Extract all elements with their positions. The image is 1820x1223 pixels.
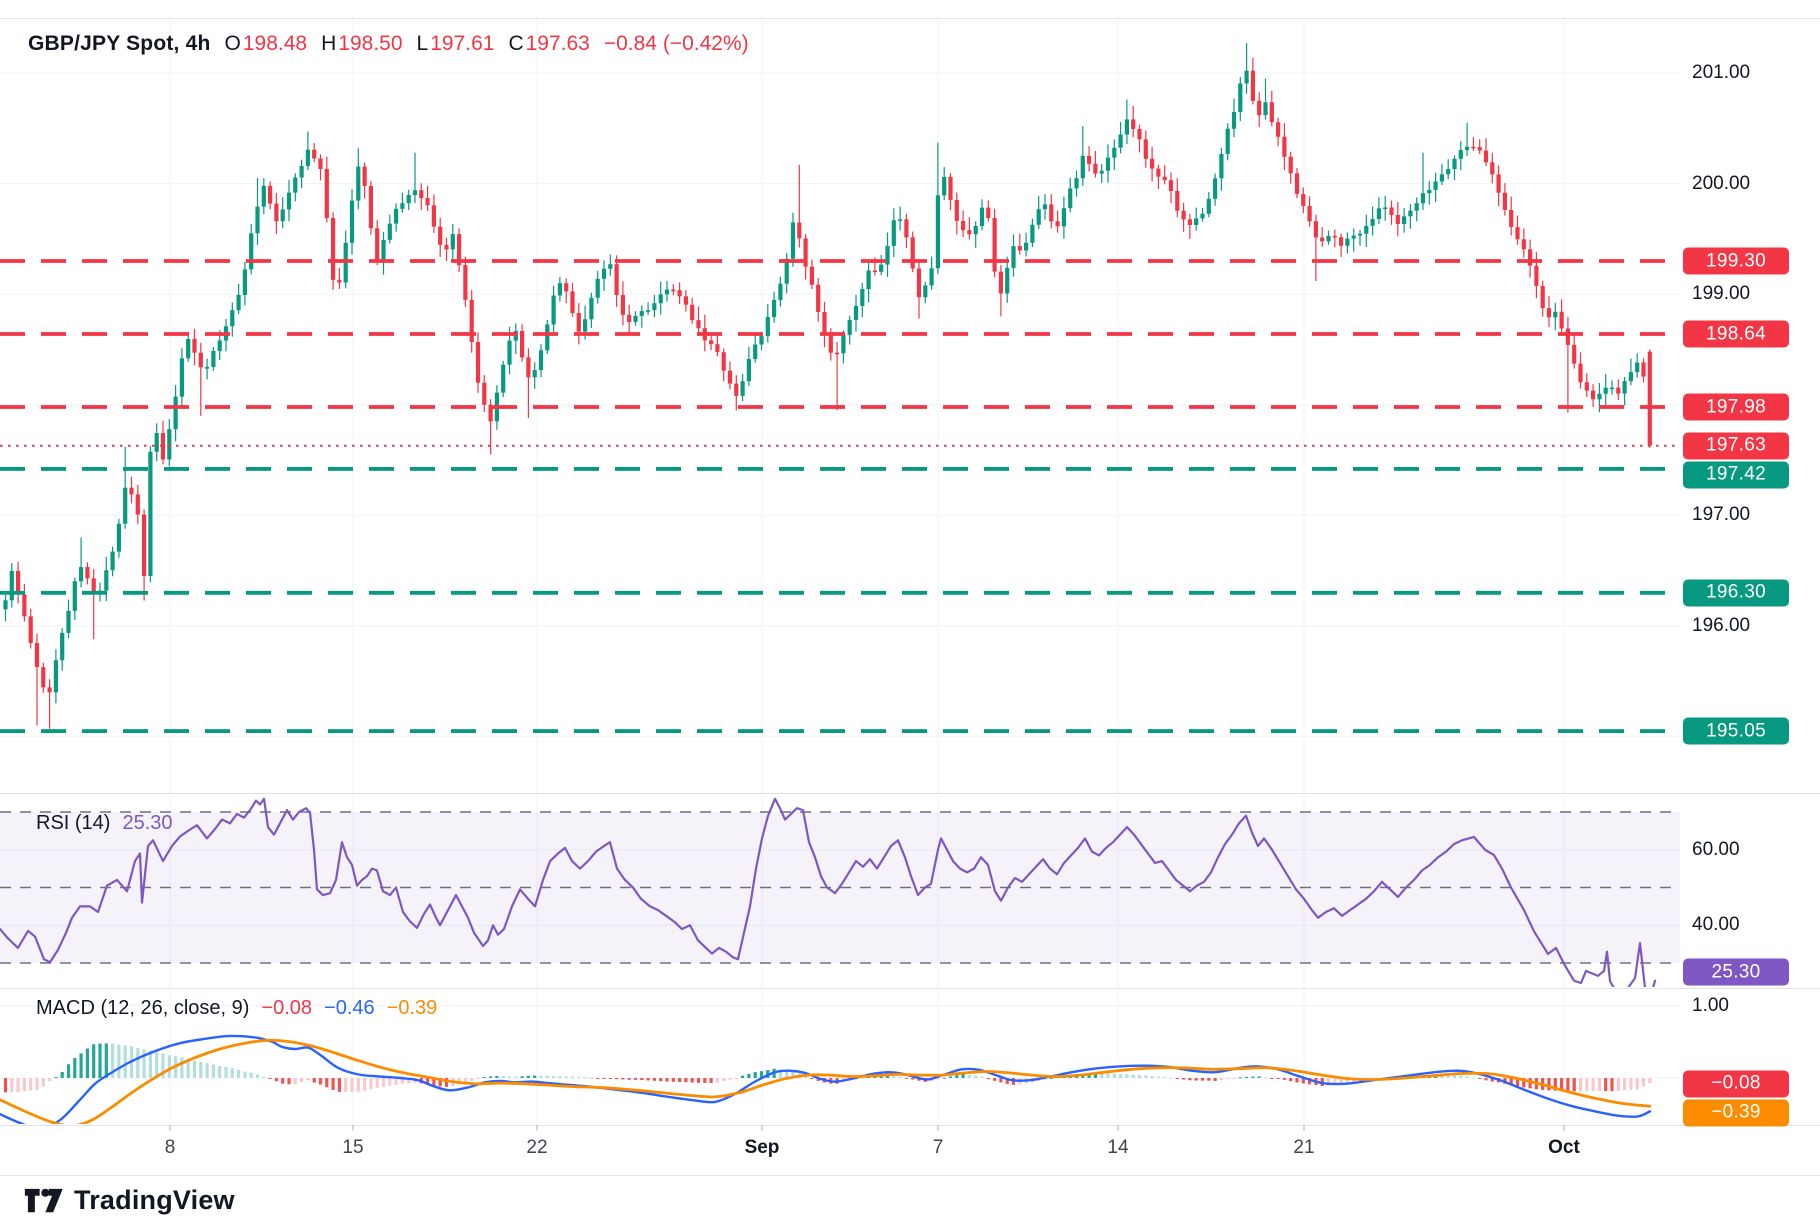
- macd-signal-value: −0.39: [386, 997, 438, 1019]
- macd-label: MACD (12, 26, close, 9): [36, 997, 250, 1019]
- time-axis-label-Oct[interactable]: Oct: [1548, 1137, 1580, 1158]
- macd-axis-label-1.00: 1.00: [1692, 994, 1729, 1016]
- time-axis-label-7[interactable]: 7: [932, 1137, 944, 1158]
- symbol-legend: GBP/JPY Spot, 4h O 198.48 H 198.50 L 197.61…: [28, 32, 749, 56]
- macd-value-badge-−0.08: −0.08: [1683, 1070, 1789, 1098]
- support-level-badge-197.42: 197.42: [1683, 461, 1789, 489]
- support-level-badge-196.30: 196.30: [1683, 579, 1789, 607]
- current-price-badge: 197.63: [1683, 432, 1789, 460]
- macd-hist-value: −0.08: [261, 997, 313, 1019]
- symbol-title: GBP/JPY Spot, 4h: [28, 32, 211, 55]
- time-ticks: [169, 1125, 1565, 1131]
- ohlc-close: C 197.63: [508, 32, 590, 55]
- ohlc-high: H 198.50: [321, 32, 403, 55]
- rsi-value: 25.30: [122, 812, 173, 834]
- price-change: −0.84 (−0.42%): [603, 32, 749, 55]
- rsi-line: [0, 797, 1657, 987]
- tradingview-logo-icon: [24, 1188, 63, 1212]
- time-axis-label-21[interactable]: 21: [1293, 1137, 1315, 1158]
- time-axis-label-Sep[interactable]: Sep: [744, 1137, 780, 1158]
- resistance-level-badge-197.98: 197.98: [1683, 393, 1789, 421]
- ohlc-open: O 198.48: [224, 32, 308, 55]
- price-axis-label-196.00: 196.00: [1692, 615, 1751, 636]
- price-axis-label-199.00: 199.00: [1692, 283, 1751, 305]
- price-axis-label-200.00: 200.00: [1692, 172, 1751, 194]
- time-axis-label-14[interactable]: 14: [1107, 1137, 1129, 1158]
- tradingview-attribution[interactable]: TradingView: [24, 1185, 235, 1216]
- tradingview-logo-text: TradingView: [74, 1185, 235, 1215]
- support-level-badge-195.05: 195.05: [1683, 717, 1789, 745]
- price-axis-label-197.00: 197.00: [1692, 504, 1751, 526]
- grid-layer: [0, 18, 1680, 1125]
- resistance-level-badge-198.64: 198.64: [1683, 320, 1789, 348]
- macd-line-value: −0.46: [324, 997, 375, 1019]
- resistance-level-badge-199.30: 199.30: [1683, 247, 1789, 275]
- macd-legend: MACD (12, 26, close, 9) −0.08 −0.46 −0.3…: [36, 997, 437, 1020]
- rsi-axis-label-40.00: 40.00: [1692, 914, 1740, 936]
- time-axis-label-15[interactable]: 15: [342, 1137, 364, 1158]
- time-axis-label-8[interactable]: 8: [164, 1137, 176, 1158]
- rsi-value-badge: 25.30: [1683, 958, 1789, 986]
- price-axis-label-201.00: 201.00: [1692, 62, 1751, 83]
- level-lines: [0, 259, 1680, 733]
- rsi-legend: RSI (14) 25.30: [36, 812, 173, 835]
- rsi-label: RSI (14): [36, 812, 111, 834]
- time-axis-label-22[interactable]: 22: [526, 1137, 548, 1158]
- pane-separators: [0, 18, 1820, 1176]
- rsi-axis-label-60.00: 60.00: [1692, 838, 1740, 860]
- macd-layer: [0, 1034, 1652, 1124]
- ohlc-low: L 197.61: [416, 32, 495, 55]
- macd-value-badge-−0.39: −0.39: [1683, 1099, 1789, 1127]
